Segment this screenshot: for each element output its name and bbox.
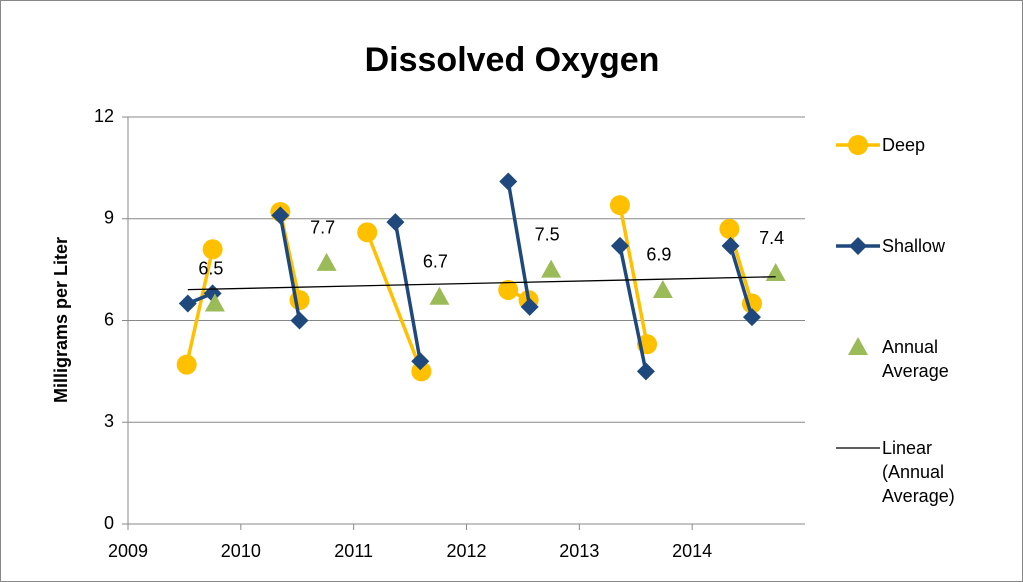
point bbox=[429, 286, 450, 305]
value-label: 6.5 bbox=[198, 258, 223, 278]
value-label: 7.5 bbox=[535, 224, 560, 244]
point bbox=[271, 206, 290, 225]
point bbox=[609, 195, 630, 216]
chart-title: Dissolved Oxygen bbox=[365, 41, 660, 79]
y-tick-label: 3 bbox=[104, 411, 114, 431]
point bbox=[498, 279, 519, 300]
point bbox=[204, 293, 225, 312]
y-tick-label: 6 bbox=[104, 309, 114, 329]
y-tick-label: 12 bbox=[94, 106, 114, 126]
point bbox=[610, 236, 629, 255]
point bbox=[636, 362, 655, 381]
x-tick-label: 2013 bbox=[559, 541, 599, 561]
point bbox=[499, 172, 518, 191]
point bbox=[176, 354, 197, 375]
value-label: 6.9 bbox=[646, 245, 671, 265]
point bbox=[541, 259, 562, 278]
x-tick-label: 2012 bbox=[446, 541, 486, 561]
legend-label: Deep bbox=[882, 135, 926, 155]
point bbox=[520, 297, 539, 316]
legend-marker bbox=[848, 135, 868, 155]
y-axis-label: Milligrams per Liter bbox=[51, 237, 71, 403]
point bbox=[178, 294, 197, 313]
point bbox=[357, 222, 378, 243]
x-tick-label: 2014 bbox=[672, 541, 712, 561]
x-tick-label: 2009 bbox=[108, 541, 148, 561]
legend-label: Annual Average bbox=[882, 337, 949, 381]
legend-marker bbox=[849, 237, 867, 255]
y-tick-label: 9 bbox=[104, 208, 114, 228]
legend-label: Linear (Annual Average) bbox=[882, 438, 955, 506]
series-line bbox=[187, 276, 776, 291]
point bbox=[652, 279, 673, 298]
point bbox=[719, 218, 740, 239]
series-line bbox=[187, 181, 754, 372]
y-tick-label: 0 bbox=[104, 513, 114, 533]
value-label: 7.7 bbox=[310, 218, 335, 238]
point bbox=[721, 236, 740, 255]
series-line bbox=[184, 204, 754, 373]
point bbox=[411, 361, 432, 382]
point bbox=[202, 239, 223, 260]
value-label: 7.4 bbox=[759, 228, 784, 248]
x-tick-label: 2011 bbox=[334, 541, 373, 561]
legend-label: Shallow bbox=[882, 236, 946, 256]
point bbox=[290, 311, 309, 330]
point bbox=[742, 308, 761, 327]
value-label: 6.7 bbox=[423, 252, 448, 272]
point bbox=[386, 213, 405, 232]
point bbox=[411, 352, 430, 371]
point bbox=[316, 252, 337, 271]
legend-marker bbox=[848, 337, 868, 355]
point bbox=[289, 290, 310, 311]
x-tick-label: 2010 bbox=[221, 541, 261, 561]
